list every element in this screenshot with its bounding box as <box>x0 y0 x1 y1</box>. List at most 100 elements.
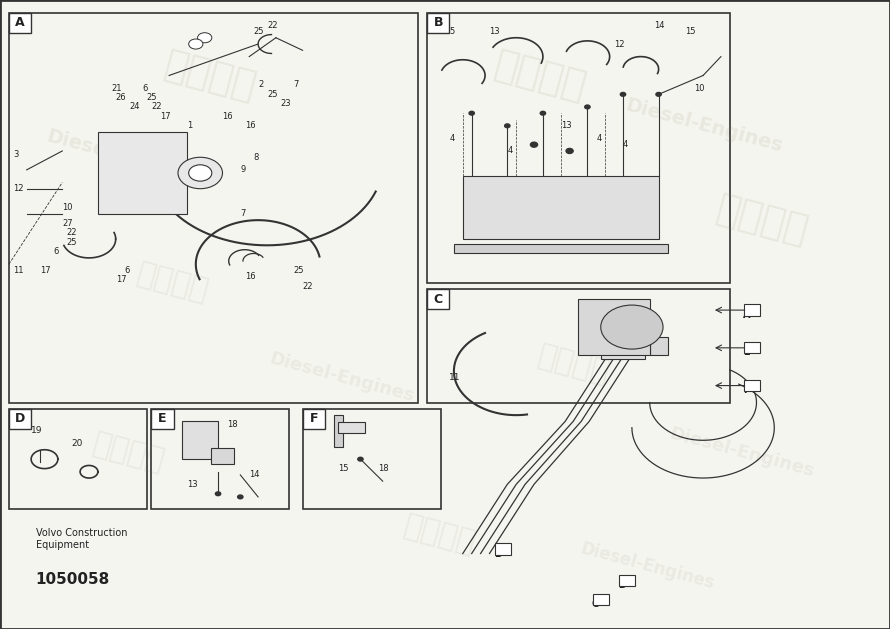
Circle shape <box>566 148 573 153</box>
Text: 10: 10 <box>694 84 705 92</box>
Text: E: E <box>745 343 751 352</box>
Text: 7: 7 <box>240 209 246 218</box>
Text: 22: 22 <box>303 282 313 291</box>
Text: 4: 4 <box>507 147 513 155</box>
Text: 19: 19 <box>31 426 43 435</box>
Text: B: B <box>494 548 501 559</box>
Text: 8: 8 <box>254 153 259 162</box>
Text: E: E <box>158 413 166 425</box>
Text: 25: 25 <box>267 90 278 99</box>
Text: 14: 14 <box>249 470 260 479</box>
Bar <box>427 289 730 403</box>
Text: 6: 6 <box>142 84 148 92</box>
Text: Diesel-Engines: Diesel-Engines <box>668 425 816 481</box>
Text: 聚发动力: 聚发动力 <box>160 45 261 106</box>
Text: 23: 23 <box>280 99 291 108</box>
Text: 26: 26 <box>116 93 126 102</box>
Circle shape <box>215 492 221 496</box>
Text: 12: 12 <box>13 184 24 193</box>
Text: 16: 16 <box>222 112 233 121</box>
Circle shape <box>198 33 212 43</box>
Circle shape <box>656 92 661 96</box>
Text: D: D <box>619 580 627 590</box>
Bar <box>427 13 730 283</box>
Text: 聚发动力: 聚发动力 <box>134 260 212 306</box>
Bar <box>454 243 668 253</box>
Circle shape <box>178 157 222 189</box>
Bar <box>334 415 343 447</box>
Circle shape <box>530 142 538 147</box>
Text: 3: 3 <box>13 150 19 159</box>
Bar <box>151 409 174 429</box>
Text: 10: 10 <box>62 203 73 212</box>
Bar <box>601 333 645 359</box>
Bar <box>338 422 365 433</box>
Text: 25: 25 <box>294 266 304 275</box>
Bar <box>98 132 187 214</box>
Text: 11: 11 <box>449 373 461 382</box>
Circle shape <box>358 457 363 461</box>
Text: 22: 22 <box>67 228 77 237</box>
Text: 6: 6 <box>53 247 59 256</box>
Text: Diesel-Engines: Diesel-Engines <box>44 127 206 187</box>
Text: Diesel-Engines: Diesel-Engines <box>578 540 716 593</box>
Bar <box>212 448 233 464</box>
Text: 13: 13 <box>561 121 571 130</box>
Bar <box>427 289 449 309</box>
Bar <box>619 575 635 586</box>
Bar <box>427 13 449 33</box>
Text: Volvo Construction
Equipment: Volvo Construction Equipment <box>36 528 127 550</box>
Bar <box>593 594 609 605</box>
Bar <box>463 176 659 239</box>
Text: 24: 24 <box>129 103 140 111</box>
Text: 7: 7 <box>294 81 299 89</box>
Text: 9: 9 <box>240 165 246 174</box>
Text: 25: 25 <box>67 238 77 247</box>
Text: 25: 25 <box>147 93 158 102</box>
Bar <box>9 13 31 33</box>
Text: 1: 1 <box>187 121 192 130</box>
Text: B: B <box>433 16 443 29</box>
Text: 20: 20 <box>71 439 83 448</box>
Bar <box>303 409 325 429</box>
Circle shape <box>238 495 243 499</box>
Text: 聚发动力: 聚发动力 <box>712 190 813 250</box>
Text: 聚发动力: 聚发动力 <box>400 511 479 558</box>
Text: 21: 21 <box>111 84 122 92</box>
Bar <box>303 409 441 509</box>
Text: 5: 5 <box>449 27 455 36</box>
Text: 22: 22 <box>151 103 162 111</box>
Text: 聚发动力: 聚发动力 <box>490 45 590 106</box>
Bar <box>151 409 289 509</box>
Text: 12: 12 <box>614 40 625 48</box>
Circle shape <box>505 124 510 128</box>
Text: 27: 27 <box>62 219 73 228</box>
Text: A: A <box>743 309 750 320</box>
Text: 17: 17 <box>116 276 126 284</box>
Circle shape <box>601 305 663 349</box>
Text: 4: 4 <box>596 134 602 143</box>
Text: 1050058: 1050058 <box>36 572 109 587</box>
Bar <box>744 342 760 353</box>
Text: 13: 13 <box>187 480 198 489</box>
Text: 11: 11 <box>13 266 24 275</box>
Bar <box>182 421 218 459</box>
Text: C: C <box>433 293 443 306</box>
Text: 13: 13 <box>490 27 500 36</box>
Text: 14: 14 <box>654 21 665 30</box>
Text: 4: 4 <box>449 134 455 143</box>
Text: 2: 2 <box>258 81 263 89</box>
Text: 16: 16 <box>245 272 255 281</box>
Text: 25: 25 <box>254 27 264 36</box>
Text: 22: 22 <box>267 21 278 30</box>
Text: A: A <box>745 306 752 314</box>
Text: F: F <box>745 381 751 390</box>
Bar <box>578 299 650 355</box>
Circle shape <box>585 105 590 109</box>
Text: A: A <box>15 16 25 29</box>
Bar <box>9 409 31 429</box>
Text: 16: 16 <box>245 121 255 130</box>
Circle shape <box>620 92 626 96</box>
Bar <box>744 304 760 316</box>
Bar <box>650 337 668 355</box>
